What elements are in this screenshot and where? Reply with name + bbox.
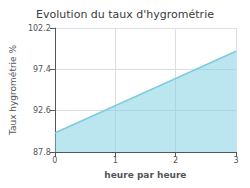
svg-text:Evolution du taux d'hygrométri: Evolution du taux d'hygrométrie (36, 8, 214, 21)
svg-text:87.8: 87.8 (33, 148, 51, 157)
svg-text:1: 1 (113, 156, 118, 165)
svg-text:102.2: 102.2 (28, 24, 51, 33)
svg-text:92.6: 92.6 (33, 106, 51, 115)
svg-text:97.4: 97.4 (33, 65, 51, 74)
svg-text:3: 3 (233, 156, 238, 165)
svg-text:Taux hygrométrie %: Taux hygrométrie % (8, 44, 18, 136)
svg-text:0: 0 (52, 156, 57, 165)
svg-text:heure par heure: heure par heure (104, 170, 186, 180)
svg-text:2: 2 (173, 156, 178, 165)
